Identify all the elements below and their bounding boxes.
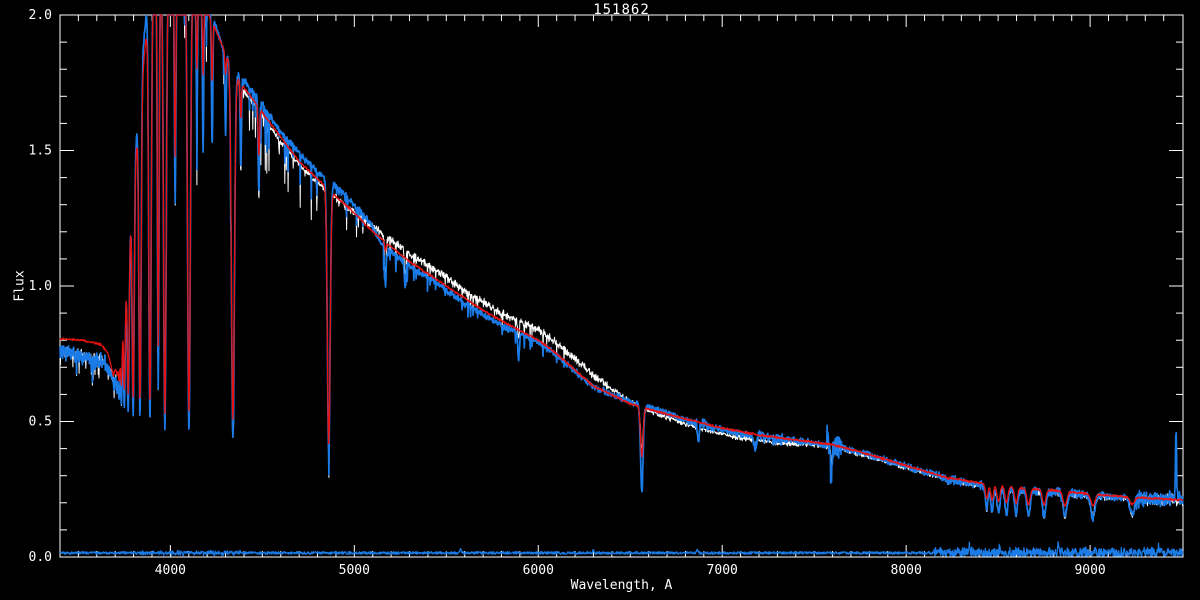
x-axis-title: Wavelength, A bbox=[570, 578, 673, 593]
x-tick-label: 4000 bbox=[155, 563, 186, 578]
model-fit-line bbox=[59, 14, 1184, 507]
axis-frame bbox=[59, 14, 1184, 558]
y-tick-label: 1.5 bbox=[29, 144, 52, 159]
page-title: 151862 bbox=[593, 2, 650, 18]
x-tick-label: 6000 bbox=[523, 563, 554, 578]
comparison-spectrum-line bbox=[59, 14, 1184, 523]
y-tick-label: 0.5 bbox=[29, 415, 52, 430]
y-tick-label: 1.0 bbox=[29, 279, 52, 294]
x-tick-label: 5000 bbox=[339, 563, 370, 578]
x-tick-label: 7000 bbox=[707, 563, 738, 578]
observed-spectrum-line bbox=[59, 14, 1184, 519]
sky-background-line bbox=[59, 541, 1184, 557]
y-tick-label: 2.0 bbox=[29, 8, 52, 23]
x-tick-label: 9000 bbox=[1074, 563, 1105, 578]
y-tick-label: 0.0 bbox=[29, 550, 52, 565]
x-tick-label: 8000 bbox=[891, 563, 922, 578]
